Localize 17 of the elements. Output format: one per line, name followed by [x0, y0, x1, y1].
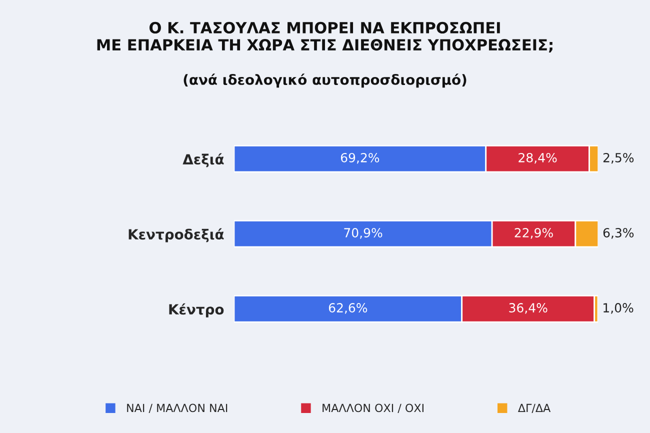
data-label: 62,6%	[328, 303, 368, 314]
y-tick-label: Κέντρο	[169, 303, 224, 318]
legend-label: ΔΓ/ΔΑ	[518, 404, 551, 414]
data-label: 69,2%	[340, 152, 380, 164]
y-tick-label: Κεντροδεξιά	[128, 228, 224, 242]
data-label: 22,9%	[514, 228, 553, 239]
data-label: 6,3%	[603, 228, 634, 239]
data-label: 70,9%	[344, 228, 382, 239]
data-label: 36,4%	[509, 303, 548, 314]
y-tick-label: Δεξιά	[182, 153, 224, 168]
legend-label: ΝΑΙ / ΜΑΛΛΟΝ ΝΑΙ	[127, 404, 228, 414]
data-label: 2,5%	[603, 152, 634, 164]
chart-subtitle: (ανά ιδεολογικό αυτοπροσδιορισμό)	[184, 74, 466, 88]
chart-title: Ο Κ. ΤΑΣΟΥΛΑΣ ΜΠΟΡΕΙ ΝΑ ΕΚΠΡΟΣΩΠΕΙ ΜΕ ΕΠΑΡΚΕΙΑ ΤΗ ΧΩΡΑ ΣΤΙΣ ΔΙΕΘΝΕΙΣ ΥΠΟΧΡΕΩΣΕΙΣ;	[97, 22, 552, 53]
legend-label: ΜΑΛΛΟΝ ΟΧΙ / ΟΧΙ	[322, 404, 424, 414]
data-label: 28,4%	[518, 152, 557, 164]
data-label: 1,0%	[604, 303, 634, 314]
